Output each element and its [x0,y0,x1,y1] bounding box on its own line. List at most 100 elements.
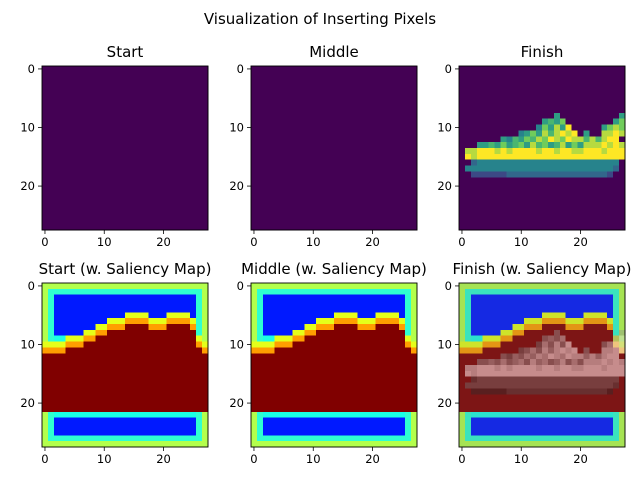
heatmap-cell [559,148,567,155]
heatmap-cell [334,324,341,331]
heatmap-cell [268,294,276,301]
heatmap-cell [381,370,388,378]
heatmap-cell [565,148,573,155]
heatmap-cell [166,101,173,108]
heatmap-cell [136,329,144,337]
heatmap-cell [613,394,620,401]
heatmap-cell [107,365,114,372]
heatmap-cell [399,376,406,383]
heatmap-cell [53,306,61,313]
heatmap-cell [536,429,543,436]
heatmap-cell [363,411,370,419]
heatmap-cell [59,206,67,213]
heatmap-cell [363,394,370,401]
heatmap-cell [160,318,167,325]
heatmap-cell [387,370,394,378]
heatmap-cell [488,183,495,190]
heatmap-cell [506,224,513,231]
heatmap-cell [130,382,138,389]
heatmap-cell [619,441,626,448]
heatmap-cell [251,312,258,319]
heatmap-cell [130,441,138,448]
heatmap-cell [565,71,573,79]
heatmap-cell [381,189,388,196]
heatmap-cell [393,107,400,114]
heatmap-cell [292,283,299,290]
heatmap-cell [411,183,418,190]
heatmap-cell [619,406,626,413]
heatmap-cell [107,329,114,337]
heatmap-cell [577,107,584,114]
heatmap-cell [77,95,84,102]
heatmap-cell [393,441,400,448]
heatmap-cell [184,177,191,184]
heatmap-cell [172,107,179,114]
heatmap-cell [107,159,114,166]
heatmap-cell [375,370,382,378]
heatmap-cell [95,294,102,301]
heatmap-cell [542,159,549,166]
heatmap-cell [148,376,156,383]
heatmap-cell [619,83,626,90]
heatmap-cell [399,118,406,125]
heatmap-cell [196,112,203,120]
heatmap-cell [357,66,365,73]
heatmap-cell [613,400,620,407]
heatmap-cell [547,159,555,166]
heatmap-cell [119,224,126,231]
heatmap-cell [101,101,108,108]
heatmap-cell [524,429,531,436]
heatmap-cell [619,118,626,125]
heatmap-cell [512,101,519,108]
heatmap-cell [286,423,293,430]
heatmap-cell [482,124,490,131]
heatmap-cell [411,411,418,419]
heatmap-cell [476,171,484,178]
heatmap-cell [506,406,513,413]
heatmap-cell [470,411,478,419]
heatmap-cell [202,353,209,360]
heatmap-cell [166,341,173,348]
heatmap-cell [125,194,132,202]
heatmap-cell [619,288,626,296]
heatmap-cell [178,112,185,120]
heatmap-cell [136,107,144,114]
heatmap-cell [589,159,596,166]
heatmap-cell [190,294,197,301]
heatmap-cell [77,159,84,166]
heatmap-cell [130,435,138,442]
heatmap-cell [506,165,513,172]
heatmap-cell [518,218,525,225]
heatmap-cell [459,353,466,360]
heatmap-cell [292,206,299,213]
heatmap-cell [47,71,55,79]
heatmap-cell [363,294,370,301]
heatmap-cell [524,294,531,301]
heatmap-cell [130,200,138,207]
heatmap-cell [316,411,323,419]
heatmap-cell [595,107,602,114]
heatmap-cell [547,206,555,213]
heatmap-cell [107,194,114,202]
heatmap-cell [256,206,264,213]
heatmap-cell [363,335,370,342]
heatmap-cell [286,382,293,389]
heatmap-cell [559,388,567,395]
heatmap-cell [310,417,317,424]
x-tick-label: 10 [514,452,529,466]
heatmap-cell [399,136,406,143]
heatmap-cell [101,83,108,90]
heatmap-cell [334,341,341,348]
heatmap-cell [101,417,108,424]
heatmap-cell [107,130,114,137]
heatmap-cell [178,218,185,225]
heatmap-cell [107,112,114,120]
heatmap-cell [154,148,161,155]
heatmap-cell [470,376,478,383]
heatmap-cell [476,411,484,419]
heatmap-cell [268,206,276,213]
heatmap-cell [71,71,78,79]
heatmap-cell [256,224,264,231]
heatmap-cell [268,318,276,325]
heatmap-cell [399,294,406,301]
